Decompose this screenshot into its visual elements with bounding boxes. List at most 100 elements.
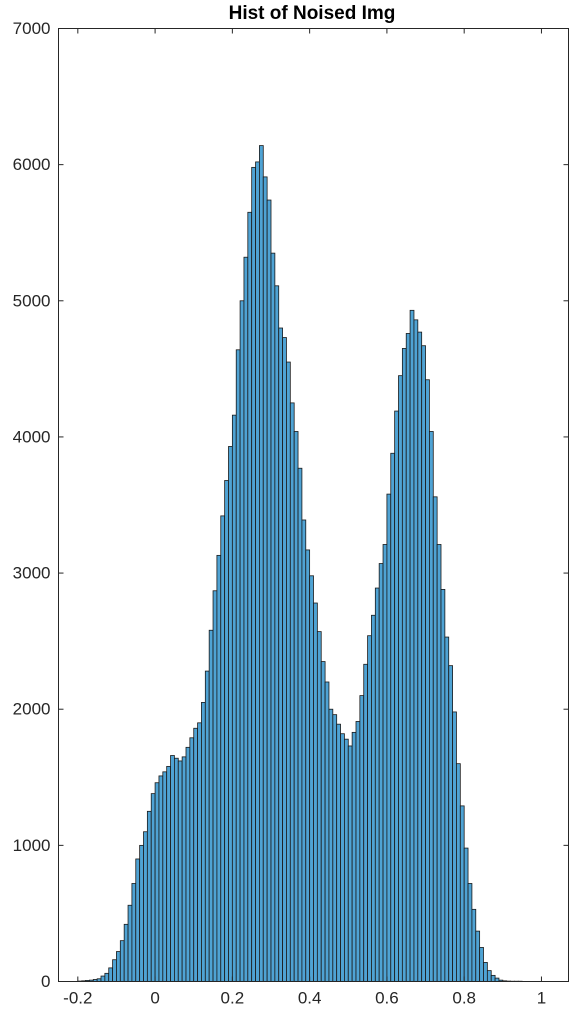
histogram-bar [351,731,357,982]
histogram-bar [401,348,407,982]
bars-group [77,145,523,982]
histogram-bar [452,711,457,982]
histogram-bar [197,722,202,982]
histogram-bar [309,575,314,982]
chart-title: Hist of Noised Img [229,3,396,24]
histogram-bar [359,695,365,982]
histogram-bar [336,723,341,982]
histogram-bar [255,161,260,982]
histogram-bar [146,810,152,982]
histogram-bar [440,589,446,982]
y-tick-label: 3000 [13,564,51,583]
histogram-bar [340,733,345,982]
histogram-bar [170,755,175,982]
histogram-bar [185,746,191,982]
histogram-bar [394,410,399,982]
x-tick-label: 0.8 [452,989,476,1008]
histogram-bar [104,972,110,982]
histogram-bar [479,947,484,982]
histogram-bar [456,763,461,982]
histogram-bar [274,285,280,982]
histogram-bar [116,951,121,982]
histogram-bar [367,635,372,982]
histogram-bar [320,661,326,982]
histogram-bar [386,493,392,982]
histogram-bar [444,636,450,982]
histogram-bar [262,176,268,982]
y-tick-label: 1000 [13,836,51,855]
histogram-bar [177,760,183,982]
histogram-bar [208,629,214,982]
histogram-bar [181,756,187,982]
histogram-bar [398,375,403,982]
y-tick-label: 0 [41,972,50,991]
histogram-bar [123,923,129,982]
histogram-bar [143,831,148,982]
histogram-bar [355,721,361,982]
histogram-bar [162,771,168,982]
x-tick-label: -0.2 [63,989,92,1008]
histogram-bar [243,256,249,982]
histogram-bar [475,930,481,982]
histogram-bar [108,967,113,982]
histogram-bar [112,959,117,982]
histogram-bar [289,402,295,982]
histogram-bar [301,519,307,982]
y-tick-label: 4000 [13,427,51,446]
histogram-bar [150,793,156,982]
histogram-bar [382,544,388,982]
histogram-bar [347,745,353,982]
histogram-bar [463,847,469,982]
histogram-bar [332,714,338,982]
histogram-bar [231,414,237,982]
histogram-bar [328,708,334,982]
histogram-bar [251,166,256,982]
histogram-bar [417,331,423,982]
histogram-bar [344,738,349,982]
histogram-bar [239,300,245,982]
histogram-bar [305,549,311,982]
histogram-bar [204,670,210,982]
histogram-bar [429,431,434,982]
histogram-bar [486,970,492,982]
histogram-bar [216,554,222,982]
histogram-bar [193,727,198,982]
x-tick-label: 1 [537,989,546,1008]
y-tick-label: 7000 [13,19,51,38]
histogram-bar [278,327,283,982]
histogram-bar [228,446,233,982]
histogram-bar [390,452,396,982]
histogram-bar [166,765,171,982]
y-axis: 0 1000 2000 3000 4000 5000 6000 7000 [13,19,569,991]
histogram-bar [467,883,473,982]
histogram-bar [409,309,415,982]
histogram-bar [201,702,206,982]
histogram-bar [139,844,144,982]
histogram-bar [270,252,276,982]
histogram-bar [324,681,330,982]
histogram-bar [119,940,125,982]
histogram-bar [421,345,426,982]
histogram-bar [471,908,477,982]
histogram-bar [378,563,384,982]
histogram-bar [174,757,179,982]
histogram-bar [224,480,229,982]
x-tick-label: 0 [150,989,159,1008]
histogram-bar [212,590,218,982]
histogram-bar [100,975,106,982]
histogram-bar [413,319,419,982]
histogram-bar [459,805,465,982]
histogram-bar [490,974,496,982]
histogram-bar [293,431,299,982]
histogram-bar [432,496,438,982]
histogram-bar [247,211,253,982]
histogram-bar [189,737,195,982]
histogram-bar [131,883,137,982]
y-tick-label: 5000 [13,291,51,310]
histogram-bar [313,602,318,982]
histogram-bar [220,515,226,982]
x-tick-label: 0.2 [221,989,245,1008]
histogram-bar [158,775,164,982]
histogram-bar [316,631,322,982]
